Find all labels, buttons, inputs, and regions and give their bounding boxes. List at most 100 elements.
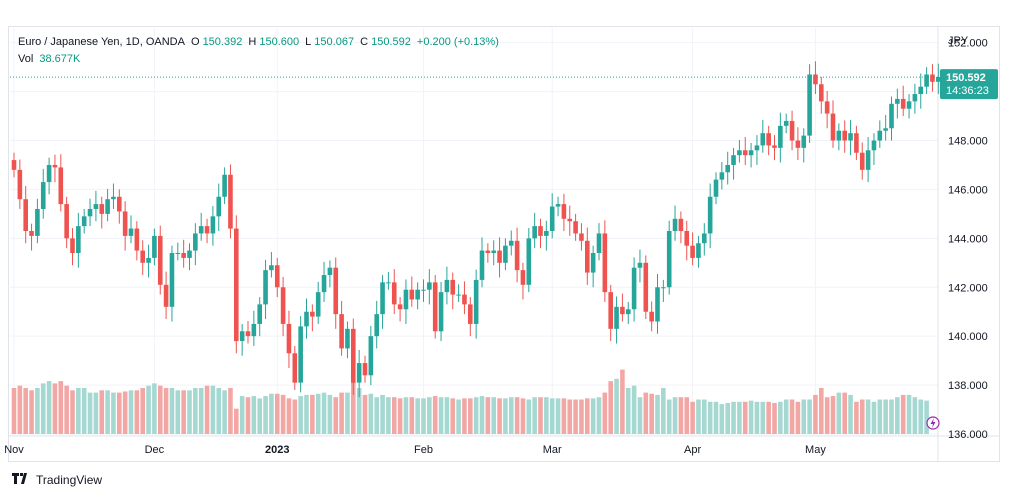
candle-body [813, 74, 818, 85]
candle-body [567, 218, 573, 222]
y-tick-label: 144.000 [948, 233, 988, 245]
volume-bar [427, 397, 432, 434]
volume-bar [567, 399, 573, 434]
candle-body [163, 284, 169, 307]
candle-body [140, 250, 145, 263]
candle-body [117, 196, 122, 212]
volume-bar [585, 398, 590, 434]
volume-bar [269, 393, 274, 434]
volume-bar [468, 398, 473, 434]
volume-bar [491, 397, 496, 434]
candle-body [912, 94, 918, 102]
candle-body [345, 328, 350, 349]
candle-body [661, 287, 666, 289]
volume-bar [859, 399, 865, 434]
volume-bar [497, 398, 502, 434]
volume-bar [713, 401, 719, 434]
volume-bar [760, 401, 766, 434]
volume-bar [462, 398, 467, 434]
volume-bar [310, 394, 315, 434]
last-price-label: 150.592 [946, 72, 986, 84]
candle-body [824, 101, 830, 114]
volume-bar [245, 397, 251, 434]
open-value: 150.392 [202, 36, 243, 48]
candle-body [491, 250, 496, 254]
candle-body [497, 250, 502, 263]
volume-bar [508, 397, 514, 434]
volume-bar [345, 392, 350, 434]
candle-body [602, 233, 608, 293]
candle-body [625, 309, 631, 315]
volume-bar [544, 397, 549, 434]
volume-bar [339, 392, 344, 434]
candle-body [222, 174, 227, 197]
volume-bar [889, 399, 894, 434]
candle-body [450, 279, 456, 295]
candle-body [766, 133, 771, 146]
candle-body [848, 133, 853, 141]
candle-body [643, 262, 649, 312]
candle-body [368, 336, 374, 376]
candle-body [362, 363, 368, 376]
candle-body [46, 164, 52, 183]
volume-bar [239, 396, 245, 434]
candle-body [175, 253, 181, 255]
candle-body [590, 253, 596, 273]
candle-body [292, 353, 298, 383]
candle-body [468, 304, 473, 324]
volume-bar [333, 397, 339, 434]
candle-body [11, 160, 17, 170]
candle-body [842, 130, 847, 141]
candle-body [883, 128, 888, 131]
volume-bar [152, 383, 157, 434]
candle-body [620, 306, 625, 315]
volume-bar [912, 397, 918, 434]
volume-bar [514, 397, 520, 434]
candle-body [678, 218, 684, 231]
vol-value: 38.677K [39, 53, 81, 65]
volume-bar [649, 393, 654, 434]
high-value: 150.600 [259, 36, 300, 48]
candle-body [684, 231, 690, 246]
volume-bar [590, 398, 596, 434]
candle-body [906, 101, 912, 109]
volume-bar [450, 398, 456, 434]
volume-bar [222, 390, 227, 434]
candle-body [333, 267, 339, 315]
y-tick-label: 136.000 [948, 429, 988, 441]
volume-bar [532, 397, 537, 434]
volume-bar [690, 401, 695, 434]
volume-bar [842, 392, 847, 434]
candle-body [649, 311, 654, 322]
volume-bar [754, 401, 760, 434]
volume-bar [117, 392, 122, 434]
volume-bar [778, 401, 783, 434]
candle-body [819, 84, 824, 102]
volume-bar [93, 392, 99, 434]
candle-body [356, 363, 362, 383]
candle-body [327, 267, 333, 276]
volume-bar [608, 381, 613, 434]
candle-body [561, 204, 567, 219]
candle-body [871, 140, 877, 151]
symbol-title: Euro / Japanese Yen, 1D, OANDA [18, 36, 185, 48]
volume-bar [795, 401, 801, 434]
candle-body [210, 216, 216, 234]
candle-body [731, 155, 736, 165]
volume-bar [895, 397, 900, 434]
volume-bar [298, 396, 303, 434]
volume-bar [228, 388, 233, 434]
volume-bar [485, 397, 491, 434]
volume-bar [76, 388, 81, 434]
candle-body [146, 257, 151, 263]
x-tick-label: 2023 [265, 444, 289, 456]
volume-bar [286, 398, 292, 434]
low-value: 150.067 [314, 36, 355, 48]
volume-bar [824, 397, 830, 434]
volume-bar [830, 396, 836, 434]
brand-name[interactable]: TradingView [36, 472, 103, 487]
candle-body [748, 150, 754, 156]
y-tick-label: 146.000 [948, 184, 988, 196]
volume-bar [58, 381, 64, 434]
